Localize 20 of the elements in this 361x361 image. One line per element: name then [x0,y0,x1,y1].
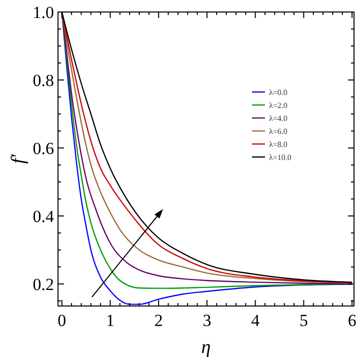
x-tick-label: 1 [106,311,114,330]
x-tick-label: 4 [251,311,260,330]
y-tick-label: 0.4 [32,206,54,226]
x-tick-label: 2 [154,311,163,330]
x-tick-label: 3 [202,311,212,330]
x-tick-label: 5 [299,311,308,330]
legend-label: λ=6.0 [269,127,288,136]
legend-label: λ=4.0 [269,114,288,123]
y-tick-label: 0.8 [32,70,54,90]
legend-label: λ=2.0 [269,101,288,110]
legend-label: λ=10.0 [269,153,292,162]
y-tick-label: 0.6 [32,138,54,158]
y-tick-label: 1.0 [32,3,54,22]
legend-label: λ=0.0 [269,88,288,97]
x-tick-label: 0 [58,311,66,330]
x-tick-label: 6 [348,311,356,330]
x-axis-title: η [201,337,211,358]
y-tick-label: 0.2 [32,274,54,294]
legend-label: λ=8.0 [269,140,288,149]
y-axis-title: f′ [8,153,29,164]
